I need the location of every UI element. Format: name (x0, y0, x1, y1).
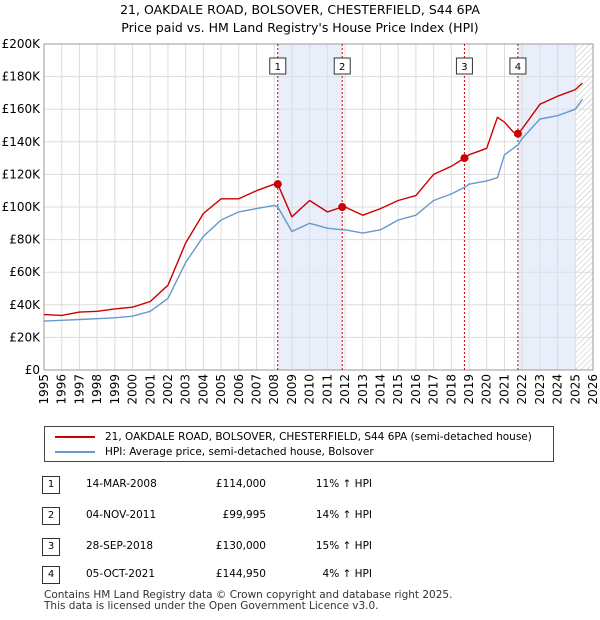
x-tick-label: 2023 (533, 374, 547, 405)
sale-price: £144,950 (215, 568, 266, 580)
sale-row-3: 3 28-SEP-2018 £130,000 15% ↑ HPI (0, 538, 600, 560)
sale-hpi-change: 14% ↑ HPI (315, 509, 372, 521)
legend: 21, OAKDALE ROAD, BOLSOVER, CHESTERFIELD… (44, 426, 554, 462)
x-tick-label: 2017 (427, 374, 441, 405)
x-tick-label: 2018 (444, 374, 458, 405)
y-tick-label: £200K (2, 37, 42, 51)
x-tick-label: 2005 (214, 374, 228, 405)
x-tick-label: 1997 (72, 374, 86, 405)
y-tick-label: £40K (9, 298, 41, 312)
sale-point-3 (460, 154, 469, 163)
sale-number: 4 (42, 566, 60, 584)
y-tick-label: £100K (2, 200, 42, 214)
footer-copyright: Contains HM Land Registry data © Crown c… (44, 589, 453, 601)
sale-marker-label-4: 4 (515, 62, 521, 73)
y-tick-label: £140K (2, 135, 42, 149)
y-tick-label: £60K (9, 265, 41, 279)
sale-hpi-change: 15% ↑ HPI (315, 540, 372, 552)
x-tick-label: 1996 (55, 374, 69, 405)
legend-swatch-hpi (55, 451, 95, 453)
sale-row-4: 4 05-OCT-2021 £144,950 4% ↑ HPI (0, 566, 600, 588)
sale-number: 1 (42, 476, 60, 494)
sale-marker-box-2 (333, 57, 351, 75)
sale-marker-box-4 (509, 57, 527, 75)
x-tick-label: 2024 (551, 374, 565, 405)
sale-marker-label-2: 2 (339, 62, 345, 73)
x-tick-label: 2007 (250, 374, 264, 405)
legend-swatch-property (55, 436, 95, 438)
x-tick-label: 2025 (568, 374, 582, 405)
y-tick-label: £160K (2, 102, 42, 116)
x-tick-label: 2004 (196, 374, 210, 405)
chart-title: 21, OAKDALE ROAD, BOLSOVER, CHESTERFIELD… (120, 2, 480, 17)
x-tick-label: 2022 (515, 374, 529, 405)
sale-date: 28-SEP-2018 (86, 540, 154, 552)
y-tick-label: £180K (2, 70, 42, 84)
x-tick-label: 1999 (108, 374, 122, 405)
x-tick-label: 1995 (37, 374, 51, 405)
sale-number: 3 (42, 538, 60, 556)
sale-point-2 (338, 203, 347, 212)
legend-item-property: 21, OAKDALE ROAD, BOLSOVER, CHESTERFIELD… (55, 430, 532, 444)
x-tick-label: 2012 (338, 374, 352, 405)
sale-marker-label-1: 1 (275, 62, 281, 73)
y-tick-label: £20K (9, 330, 41, 344)
footer: Contains HM Land Registry data © Crown c… (44, 590, 452, 612)
x-tick-label: 1998 (90, 374, 104, 405)
footer-licence: This data is licensed under the Open Gov… (44, 600, 379, 612)
sale-price: £99,995 (222, 509, 266, 521)
sale-price: £130,000 (215, 540, 266, 552)
x-tick-label: 2016 (409, 374, 423, 405)
x-tick-label: 2011 (320, 374, 334, 405)
x-tick-label: 2020 (480, 374, 494, 405)
x-tick-label: 2009 (285, 374, 299, 405)
sale-number: 2 (42, 507, 60, 525)
sale-hpi-change: 11% ↑ HPI (315, 478, 372, 490)
sale-date: 04-NOV-2011 (86, 509, 157, 521)
sale-date: 05-OCT-2021 (86, 568, 155, 580)
x-tick-label: 2013 (356, 374, 370, 405)
sale-hpi-change: 4% ↑ HPI (322, 568, 372, 580)
legend-item-hpi: HPI: Average price, semi-detached house,… (55, 445, 374, 459)
sale-date: 14-MAR-2008 (86, 478, 157, 490)
x-tick-label: 2008 (267, 374, 281, 405)
x-tick-label: 2021 (497, 374, 511, 405)
x-tick-label: 2001 (143, 374, 157, 405)
sale-row-1: 1 14-MAR-2008 £114,000 11% ↑ HPI (0, 476, 600, 498)
x-tick-label: 2002 (161, 374, 175, 405)
x-tick-label: 2003 (179, 374, 193, 405)
x-tick-label: 2019 (462, 374, 476, 405)
hpi-line (43, 98, 583, 322)
legend-label-property: 21, OAKDALE ROAD, BOLSOVER, CHESTERFIELD… (105, 431, 532, 443)
x-tick-label: 2015 (391, 374, 405, 405)
sale-point-4 (513, 129, 522, 138)
sale-marker-box-1 (269, 57, 287, 75)
legend-label-hpi: HPI: Average price, semi-detached house,… (105, 446, 374, 458)
x-tick-label: 2026 (586, 374, 600, 405)
y-tick-label: £0 (25, 363, 40, 377)
chart-subtitle: Price paid vs. HM Land Registry's House … (121, 20, 479, 35)
y-tick-label: £80K (9, 233, 41, 247)
x-tick-label: 2006 (232, 374, 246, 405)
sale-row-2: 2 04-NOV-2011 £99,995 14% ↑ HPI (0, 507, 600, 529)
sale-marker-label-3: 3 (461, 62, 467, 73)
sale-price: £114,000 (215, 478, 266, 490)
sale-point-1 (273, 180, 282, 189)
y-tick-label: £120K (2, 167, 42, 181)
x-tick-label: 2010 (303, 374, 317, 405)
price-chart: £0 £20K £40K £60K £80K £100K £120K £140K £160K £1… (2, 37, 600, 405)
sale-marker-box-3 (455, 57, 473, 75)
plot-frame (43, 43, 594, 371)
x-tick-label: 2014 (373, 374, 387, 405)
x-tick-label: 2000 (126, 374, 140, 405)
